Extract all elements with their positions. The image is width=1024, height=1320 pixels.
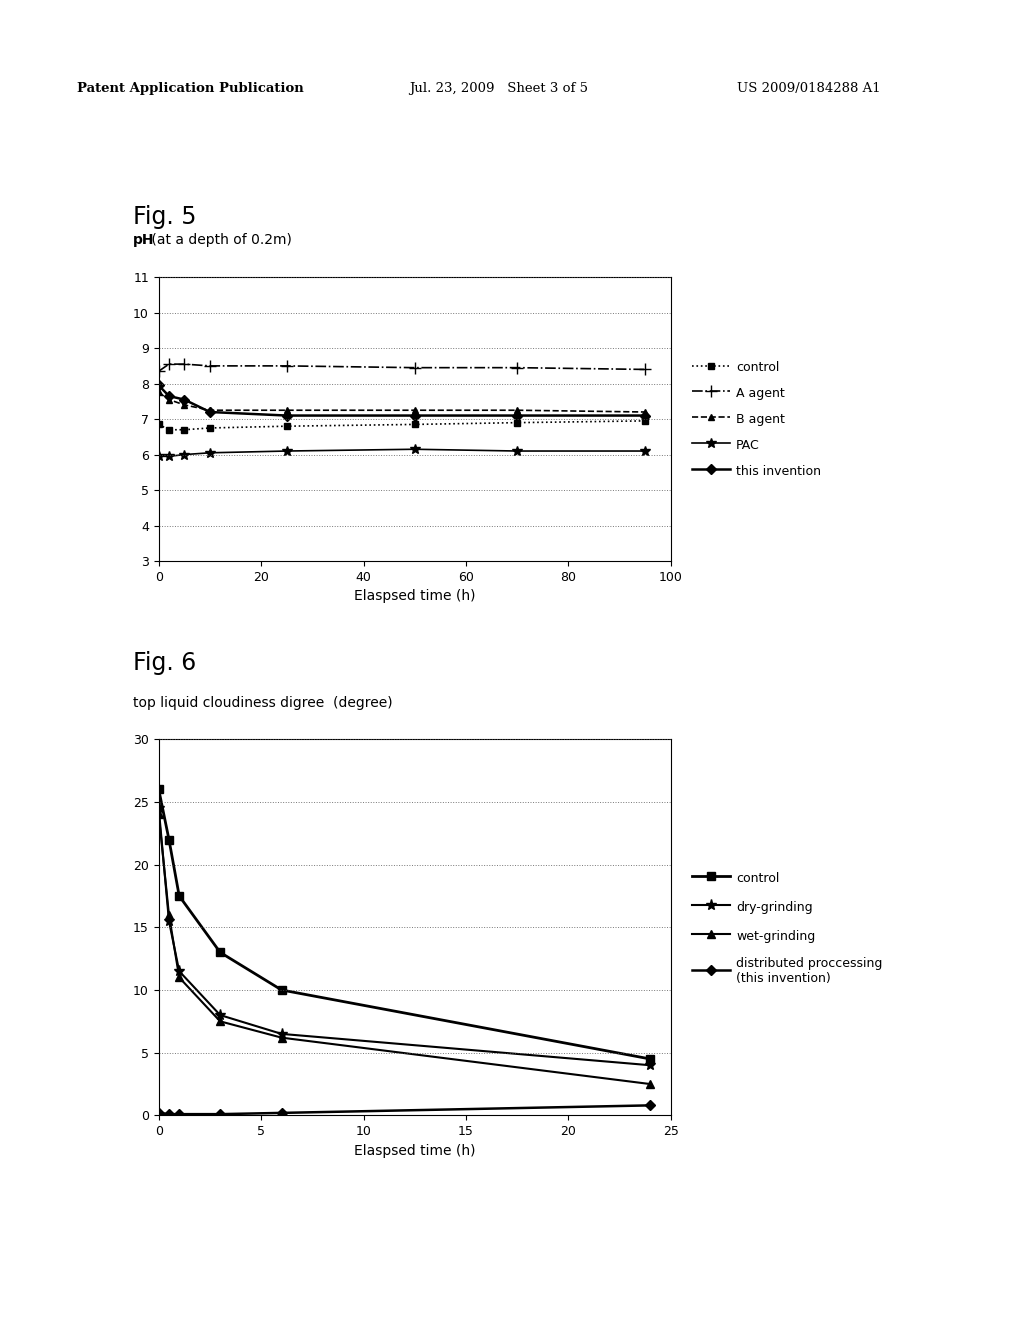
Legend: control, dry-grinding, wet-grinding, distributed proccessing
(this invention): control, dry-grinding, wet-grinding, dis… [692, 870, 883, 985]
Legend: control, A agent, B agent, PAC, this invention: control, A agent, B agent, PAC, this inv… [692, 360, 821, 478]
Text: (at a depth of 0.2m): (at a depth of 0.2m) [147, 232, 292, 247]
Text: top liquid cloudiness digree  (degree): top liquid cloudiness digree (degree) [133, 696, 393, 710]
X-axis label: Elaspsed time (h): Elaspsed time (h) [354, 1143, 475, 1158]
Text: Fig. 6: Fig. 6 [133, 651, 197, 675]
Text: Fig. 5: Fig. 5 [133, 205, 197, 228]
Text: US 2009/0184288 A1: US 2009/0184288 A1 [737, 82, 881, 95]
Text: pH: pH [133, 232, 155, 247]
Text: Jul. 23, 2009   Sheet 3 of 5: Jul. 23, 2009 Sheet 3 of 5 [410, 82, 589, 95]
X-axis label: Elaspsed time (h): Elaspsed time (h) [354, 589, 475, 603]
Text: Patent Application Publication: Patent Application Publication [77, 82, 303, 95]
